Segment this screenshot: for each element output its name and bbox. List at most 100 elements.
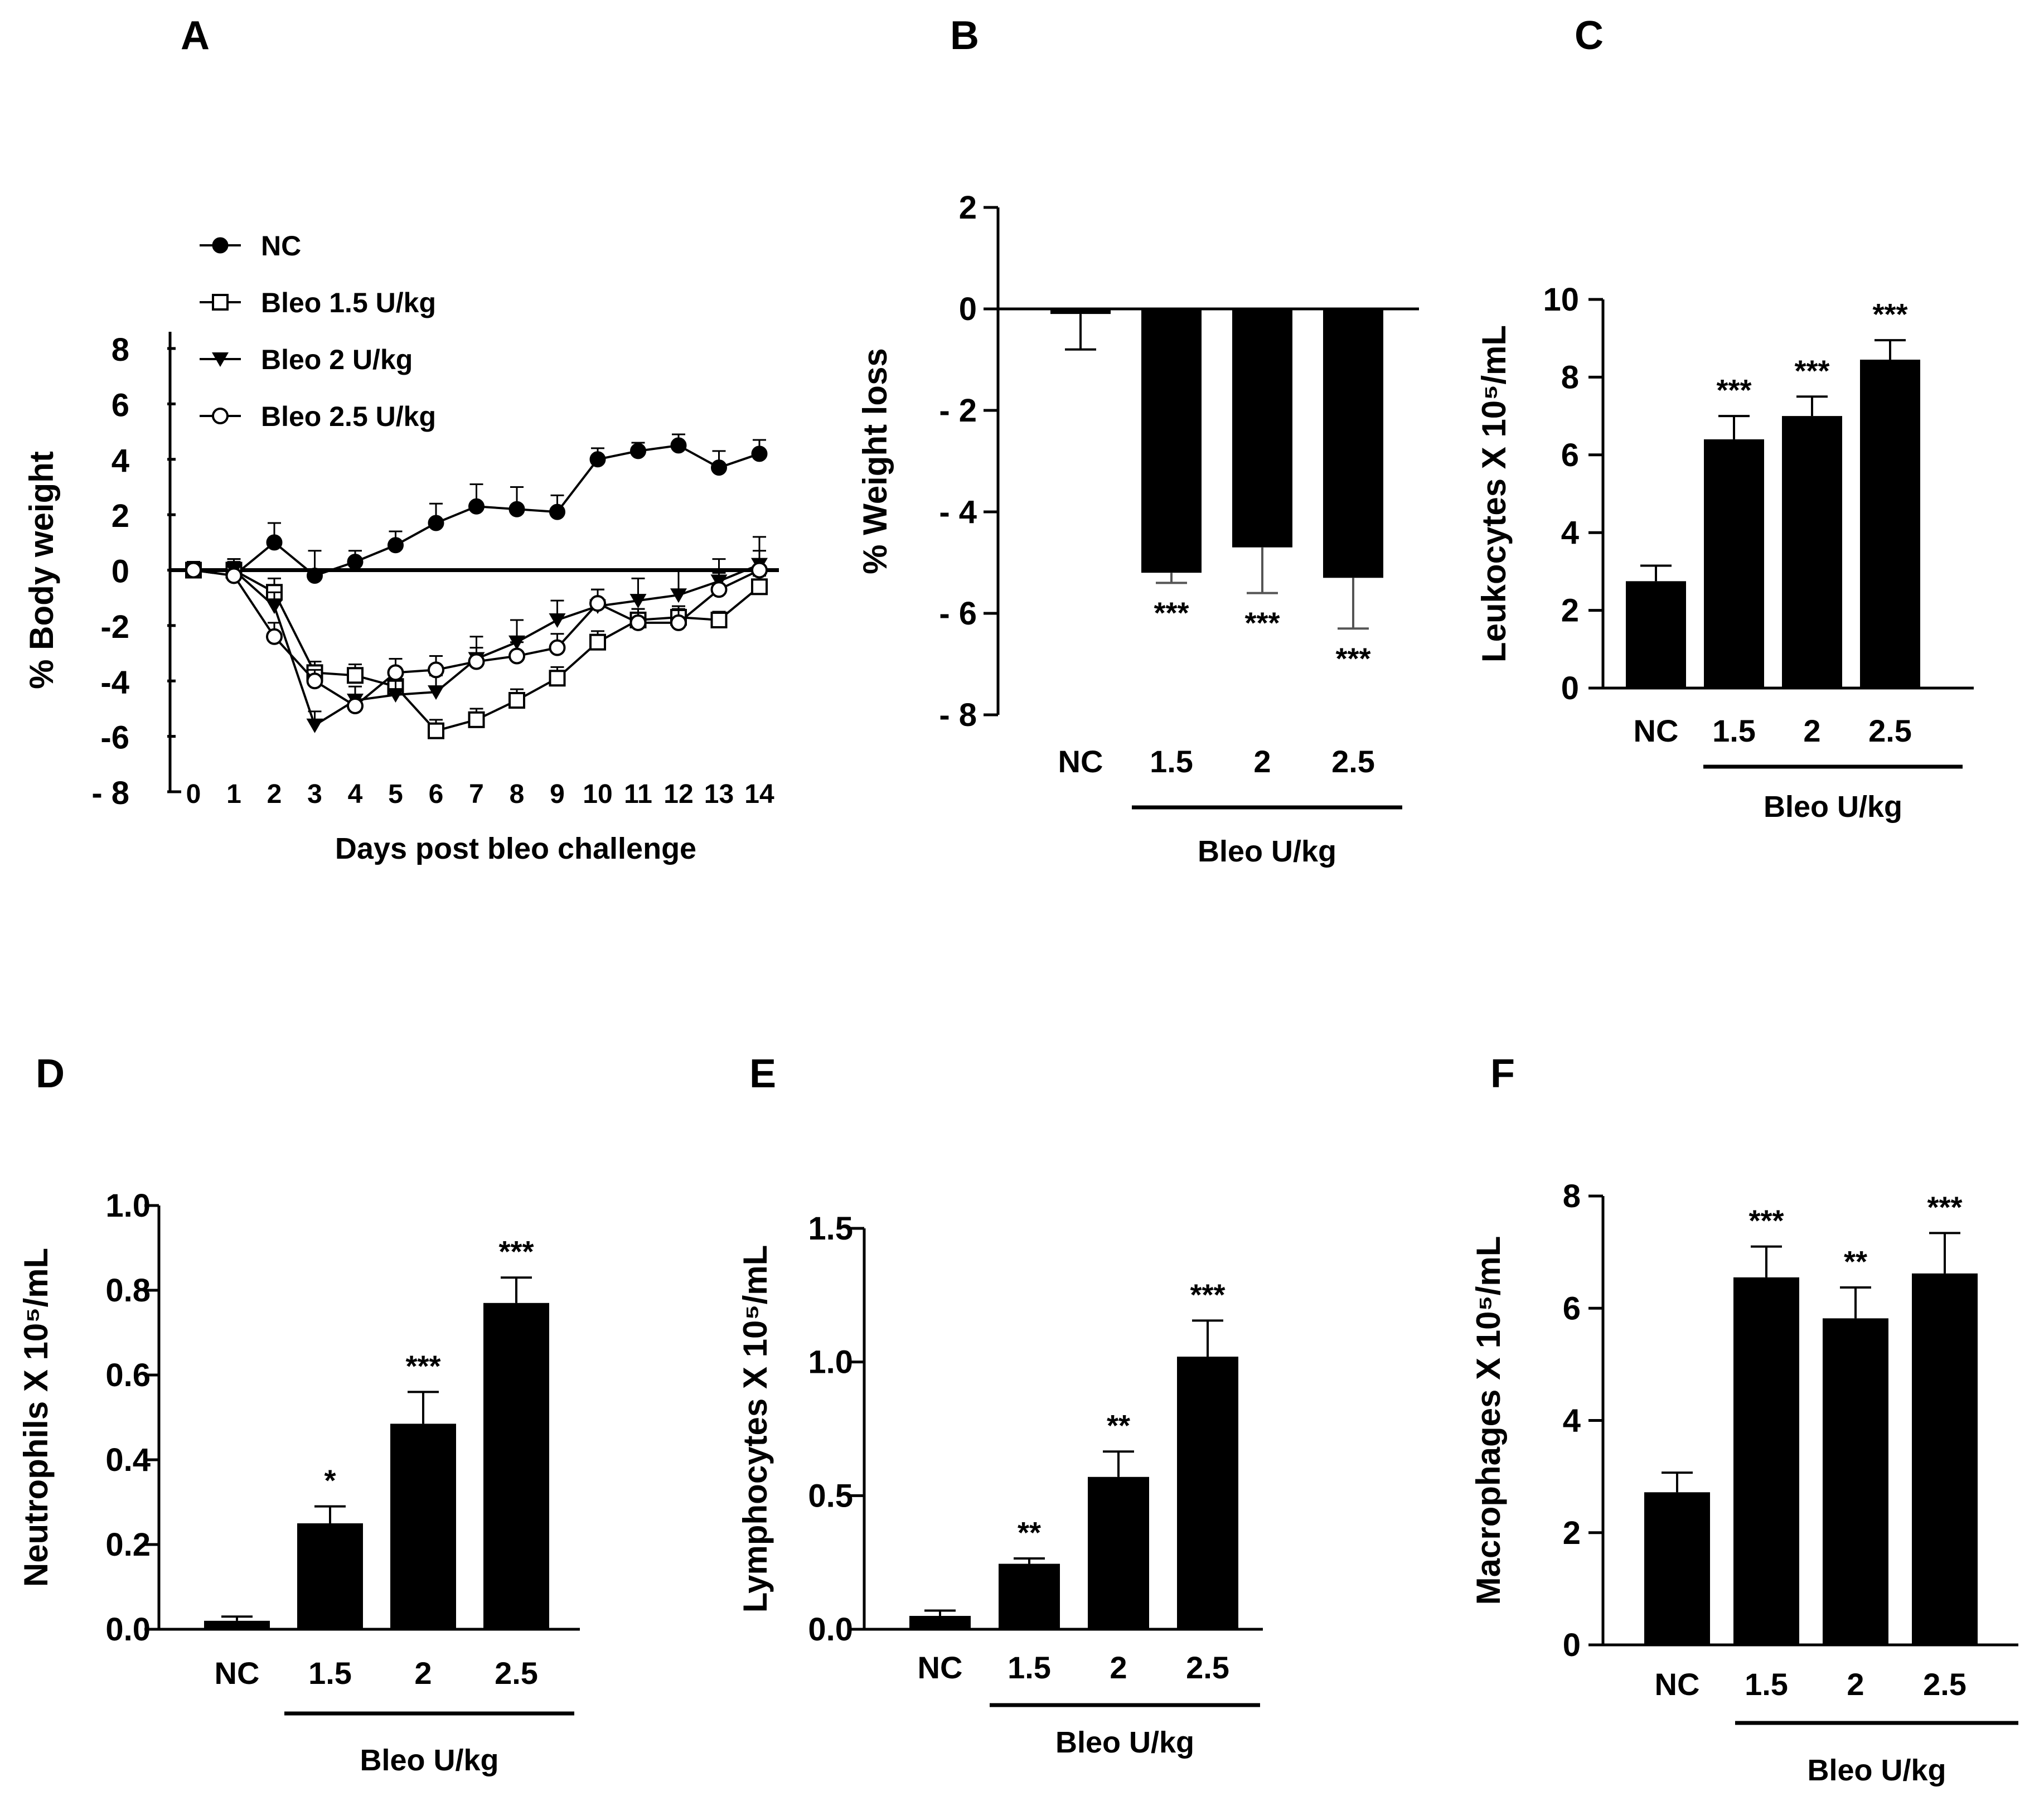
panel-letter-e: E: [749, 1052, 776, 1096]
y-tick-label: - 2: [939, 393, 977, 429]
y-tick-label: 1.0: [105, 1188, 151, 1224]
lymphocytes-bar-chart: 0.0 0.5 1.0 1.5 Lymphocytes X 10⁵/mL NC 1.5 ** 2…: [737, 1211, 1263, 1759]
x-axis-label: Bleo U/kg: [1807, 1754, 1946, 1787]
bar-2: [1232, 309, 1292, 548]
y-tick-label: 4: [112, 443, 129, 479]
y-tick-label: 0: [1561, 670, 1579, 706]
x-tick-label: 5: [388, 780, 403, 809]
panel-e: E 0.0 0.5 1.0 1.5 Lymphocytes X 10⁵/mL NC 1.5 *…: [737, 1052, 1263, 1759]
data-point-nc: [751, 446, 768, 462]
y-axis-label: Leukocytes X 10⁵/mL: [1475, 325, 1513, 662]
panel-c: C 0 2 4 6 8 10 Leukocytes X 10⁵/mL NC 1.5 *** 2 ***…: [1475, 13, 1974, 824]
data-point-bleo-2-u-kg: [549, 613, 566, 628]
significance-label-2: ***: [1794, 354, 1829, 388]
data-point-bleo-2-5-u-kg: [710, 581, 728, 598]
panel-f: F 0 2 4 6 8 Macrophages X 10⁵/mL NC 1.5 *** 2 ** 2.…: [1470, 1052, 2018, 1787]
y-tick-label: 0.6: [105, 1357, 151, 1393]
y-tick-label: 4: [1561, 515, 1579, 551]
y-tick-label: 0.5: [808, 1478, 853, 1514]
neutrophils-bar-chart: 0.0 0.2 0.4 0.6 0.8 1.0 Neutrophils X 10⁵/mL NC…: [17, 1188, 580, 1777]
panel-d: D 0.0 0.2 0.4 0.6 0.8 1.0 Neutrophils X 10⁵/mL…: [17, 1052, 580, 1777]
legend-marker: [212, 408, 229, 424]
category-label-2-5: 2.5: [495, 1655, 538, 1691]
data-point-bleo-1-5-u-kg: [468, 711, 485, 728]
y-tick-label: -2: [100, 609, 129, 645]
legend-entry-bleo-2-5-u-kg: Bleo 2.5 U/kg: [200, 401, 436, 432]
data-point-bleo-1-5-u-kg: [589, 633, 606, 651]
category-label-2: 2: [414, 1655, 432, 1691]
category-label-1-5: 1.5: [1745, 1667, 1788, 1702]
y-tick-label: 4: [1563, 1403, 1581, 1439]
significance-label-2-5: ***: [1872, 298, 1907, 331]
significance-label-1-5: ***: [1748, 1204, 1784, 1238]
y-axis-label: Macrophages X 10⁵/mL: [1470, 1236, 1507, 1605]
data-point-bleo-2-5-u-kg: [225, 567, 243, 584]
significance-label-1-5: *: [324, 1464, 336, 1498]
data-point-bleo-1-5-u-kg: [508, 692, 525, 709]
significance-label-2-5: ***: [1190, 1278, 1225, 1311]
category-label-2-5: 2.5: [1186, 1650, 1229, 1685]
y-tick-label: 1.0: [808, 1344, 853, 1381]
data-point-bleo-1-5-u-kg: [347, 667, 364, 684]
data-point-bleo-2-5-u-kg: [185, 561, 202, 579]
bar-1-5: [297, 1523, 363, 1629]
bar-1-5: [999, 1563, 1060, 1629]
panel-letter-d: D: [36, 1052, 65, 1096]
x-axis-label: Bleo U/kg: [1055, 1726, 1194, 1759]
category-label-2-5: 2.5: [1923, 1667, 1966, 1702]
x-axis-label: Bleo U/kg: [1764, 790, 1902, 824]
y-tick-label: 10: [1543, 282, 1579, 318]
y-tick-label: - 6: [939, 596, 977, 632]
data-point-bleo-2-5-u-kg: [266, 628, 283, 645]
data-point-bleo-2-5-u-kg: [670, 614, 687, 631]
category-label-2: 2: [1847, 1667, 1864, 1702]
data-point-bleo-2-u-kg: [629, 594, 647, 609]
data-point-nc: [428, 515, 444, 531]
significance-label-2-5: ***: [1335, 642, 1370, 675]
y-tick-label: 0.0: [808, 1611, 853, 1648]
data-point-bleo-2-5-u-kg: [347, 697, 364, 714]
y-tick-label: 8: [112, 332, 129, 368]
x-axis-label: Bleo U/kg: [1198, 835, 1336, 868]
x-tick-label: 14: [744, 780, 774, 809]
bar-nc: [1644, 1492, 1710, 1645]
x-tick-label: 0: [186, 780, 201, 809]
bar-2-5: [1912, 1273, 1978, 1645]
panel-letter-f: F: [1490, 1052, 1515, 1096]
category-label-nc: NC: [1655, 1667, 1700, 1702]
data-point-nc: [549, 503, 565, 520]
data-point-bleo-2-5-u-kg: [508, 647, 525, 665]
data-point-bleo-2-u-kg: [306, 718, 323, 733]
x-tick-label: 10: [583, 780, 612, 809]
data-point-bleo-2-u-kg: [428, 685, 444, 700]
y-tick-label: 0.0: [105, 1611, 151, 1648]
data-point-nc: [589, 451, 606, 468]
y-tick-label: 8: [1561, 359, 1579, 395]
data-point-bleo-1-5-u-kg: [549, 670, 566, 687]
y-tick-label: 8: [1563, 1178, 1581, 1214]
x-tick-label: 11: [624, 780, 652, 809]
y-axis-label: % Weight loss: [856, 348, 894, 574]
y-tick-label: - 8: [939, 697, 977, 733]
legend-marker: [212, 237, 229, 254]
category-label-1-5: 1.5: [1712, 713, 1756, 748]
y-tick-label: 6: [1563, 1290, 1581, 1326]
y-tick-label: - 4: [939, 494, 977, 530]
bar-2: [1088, 1476, 1149, 1629]
significance-label-1-5: **: [1018, 1516, 1041, 1550]
significance-label-2: ***: [405, 1349, 440, 1383]
macrophages-bar-chart: 0 2 4 6 8 Macrophages X 10⁵/mL NC 1.5 *** 2 ** 2.5 *…: [1470, 1178, 2018, 1787]
panel-letter-c: C: [1575, 13, 1604, 58]
x-tick-label: 13: [704, 780, 734, 809]
x-tick-label: 7: [469, 780, 484, 809]
category-label-1-5: 1.5: [1150, 744, 1193, 779]
bar-2: [1823, 1318, 1888, 1645]
category-label-1-5: 1.5: [1008, 1650, 1051, 1685]
x-tick-label: 3: [307, 780, 322, 809]
weight-loss-bar-chart: 2 0 - 2 - 4 - 6 - 8 % Weight loss NC 1.5 *** 2 *** 2…: [856, 190, 1419, 868]
y-tick-label: 0: [959, 291, 977, 327]
x-axis-label: Days post bleo challenge: [335, 832, 696, 865]
category-label-2-5: 2.5: [1331, 744, 1375, 779]
